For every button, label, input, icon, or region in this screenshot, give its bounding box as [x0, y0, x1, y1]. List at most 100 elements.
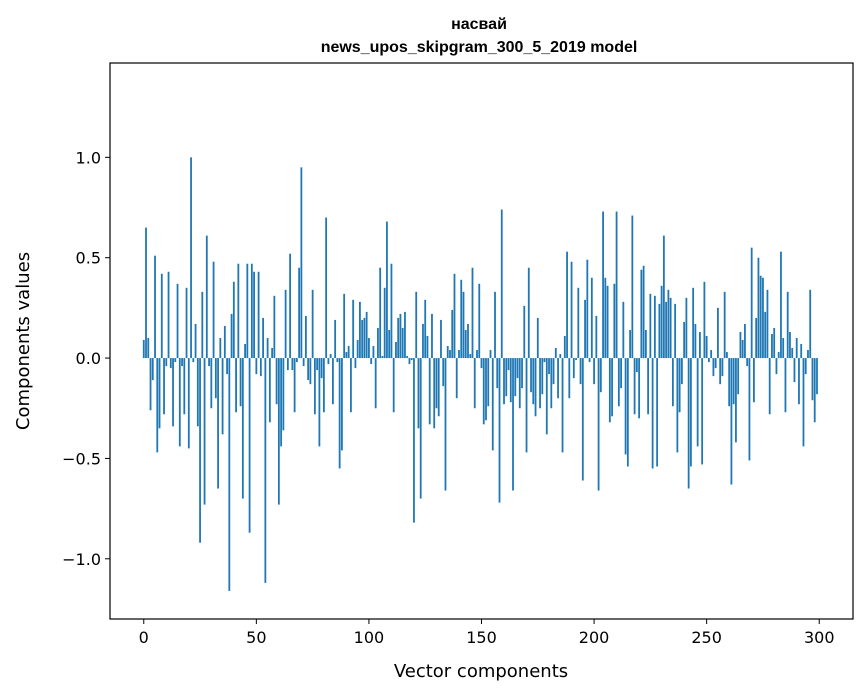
bar-165: [514, 358, 517, 397]
bar-35: [221, 358, 224, 435]
bar-82: [327, 358, 330, 365]
bar-72: [304, 315, 307, 359]
chart-title-line-1: насвай: [451, 16, 507, 33]
bar-51: [257, 271, 260, 359]
bar-268: [746, 358, 749, 367]
bar-26: [201, 291, 204, 359]
y-axis-ticks: −1.0 −0.5 0.0 0.5 1.0: [62, 148, 110, 569]
y-tick-label: 1.0: [76, 148, 101, 167]
bar-294: [804, 358, 807, 375]
bar-229: [658, 303, 661, 359]
bar-175: [536, 317, 539, 359]
y-axis-label: Components values: [13, 252, 34, 430]
bar-200: [593, 358, 595, 385]
bar-142: [462, 291, 465, 359]
bar-140: [458, 350, 460, 359]
bar-277: [766, 289, 769, 359]
bar-141: [460, 279, 463, 359]
bar-24: [196, 358, 199, 427]
bar-15: [176, 283, 179, 359]
bar-70: [300, 167, 303, 359]
bar-56: [268, 358, 271, 423]
bar-4: [151, 358, 154, 381]
bar-160: [503, 358, 505, 405]
bar-14: [174, 358, 177, 363]
bar-12: [169, 358, 172, 369]
bar-256: [719, 358, 722, 385]
bar-54: [264, 358, 267, 583]
bar-117: [406, 356, 409, 359]
bar-197: [586, 259, 589, 359]
bar-167: [518, 358, 521, 409]
bar-20: [187, 358, 190, 449]
bar-226: [651, 358, 654, 469]
bar-23: [194, 323, 197, 359]
chart-title-line-2: news_upos_skipgram_300_5_2019 model: [321, 39, 638, 56]
bar-76: [313, 358, 316, 415]
bar-152: [485, 358, 487, 421]
bar-25: [199, 358, 201, 543]
plot-frame: [109, 62, 854, 620]
bar-131: [437, 358, 440, 417]
bar-90: [345, 352, 348, 359]
bar-298: [813, 358, 816, 423]
bar-217: [631, 215, 634, 359]
bar-295: [807, 350, 809, 359]
bar-242: [687, 358, 690, 489]
bar-241: [685, 297, 688, 359]
bar-47: [248, 358, 251, 533]
bar-95: [356, 340, 359, 359]
bar-99: [365, 311, 368, 359]
bar-79: [320, 358, 323, 379]
bar-159: [500, 209, 503, 359]
bar-2: [147, 337, 150, 359]
bar-88: [341, 358, 343, 451]
bar-211: [617, 358, 620, 407]
bar-1: [145, 227, 147, 359]
bar-129: [433, 358, 436, 429]
bar-127: [428, 358, 431, 425]
bar-87: [338, 358, 341, 469]
bar-194: [579, 358, 582, 385]
bar-171: [527, 267, 530, 359]
bar-8: [160, 273, 163, 359]
bar-126: [426, 335, 429, 359]
bar-166: [516, 358, 519, 379]
bar-63: [284, 289, 287, 359]
bar-61: [280, 358, 283, 447]
bar-48: [250, 263, 253, 359]
bar-299: [816, 358, 818, 395]
bar-46: [246, 263, 249, 359]
bar-279: [771, 333, 773, 359]
bar-204: [602, 211, 604, 359]
bar-102: [372, 346, 375, 359]
bar-36: [223, 325, 226, 359]
bar-62: [282, 358, 285, 431]
bar-44: [241, 358, 244, 499]
bar-39: [230, 313, 233, 359]
bar-170: [525, 358, 528, 453]
bar-133: [442, 358, 445, 387]
bar-269: [748, 358, 751, 461]
bar-73: [307, 358, 310, 381]
bar-163: [509, 358, 512, 403]
bar-100: [368, 337, 370, 359]
bar-50: [255, 358, 258, 375]
bar-230: [660, 285, 663, 359]
bar-245: [694, 323, 697, 359]
bar-198: [588, 358, 591, 363]
bar-154: [489, 350, 492, 359]
bar-21: [190, 157, 192, 359]
bar-213: [622, 301, 625, 359]
bar-275: [762, 277, 764, 359]
bar-85: [334, 319, 337, 359]
bar-146: [471, 267, 474, 359]
y-tick-label: −0.5: [62, 449, 101, 468]
bar-263: [735, 358, 737, 443]
bar-104: [377, 327, 379, 359]
bar-272: [755, 317, 758, 359]
bar-147: [473, 358, 476, 409]
bar-246: [696, 358, 699, 447]
bar-125: [424, 299, 427, 359]
bar-232: [665, 301, 668, 359]
